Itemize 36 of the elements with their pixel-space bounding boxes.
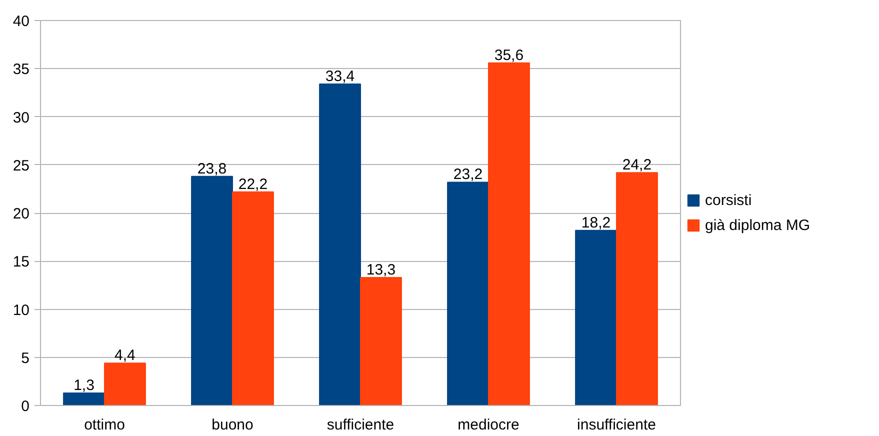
bar: [360, 276, 402, 406]
data-label: 23,8: [197, 160, 227, 178]
bar: [191, 176, 233, 406]
data-label: 13,3: [366, 261, 396, 278]
data-label: 18,2: [581, 214, 611, 232]
x-tick-label: insufficiente: [577, 416, 656, 434]
y-tick-label: 35: [12, 61, 30, 78]
data-label: 1,3: [74, 376, 94, 394]
data-label: 35,6: [494, 46, 524, 64]
data-label: 23,2: [453, 166, 483, 184]
bar: [104, 362, 146, 406]
bar: [616, 172, 658, 406]
x-tick-label: mediocre: [458, 416, 520, 434]
bar: [447, 182, 489, 406]
y-tick-label: 15: [12, 254, 30, 271]
legend-label: già diploma MG: [705, 216, 810, 234]
bar: [575, 230, 617, 406]
y-tick-label: 30: [12, 109, 30, 126]
bar: [232, 191, 274, 406]
legend-label: corsisti: [705, 192, 752, 208]
bar: [63, 392, 105, 406]
bar: [319, 84, 361, 406]
data-label: 4,4: [114, 347, 136, 364]
x-tick-label: ottimo: [84, 416, 125, 434]
y-tick-label: 0: [21, 398, 30, 415]
data-label: 24,2: [622, 156, 652, 174]
data-label: 33,4: [325, 68, 355, 86]
y-tick-label: 20: [12, 206, 30, 222]
y-tick-label: 10: [12, 302, 30, 319]
y-tick-label: 25: [12, 157, 30, 174]
x-tick-label: buono: [212, 416, 254, 434]
y-tick-label: 5: [21, 350, 30, 367]
data-label: 22,2: [238, 176, 268, 193]
bar: [488, 62, 530, 406]
x-tick-label: sufficiente: [326, 416, 394, 434]
y-tick-label: 40: [12, 13, 30, 30]
